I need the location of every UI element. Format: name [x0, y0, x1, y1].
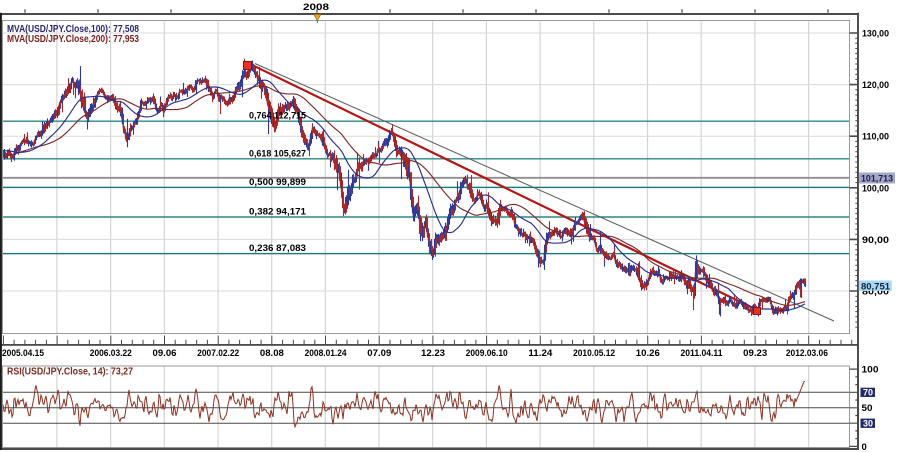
svg-text:09.23: 09.23: [743, 348, 767, 359]
svg-text:100,00: 100,00: [862, 183, 889, 194]
svg-text:70: 70: [863, 388, 873, 399]
svg-text:130,00: 130,00: [862, 29, 889, 40]
svg-text:2011.04.11: 2011.04.11: [681, 348, 724, 359]
svg-text:09.06: 09.06: [153, 348, 177, 359]
svg-text:0,382 94,171: 0,382 94,171: [249, 207, 307, 218]
svg-text:MVA(USD/JPY.Close,100): 77,508: MVA(USD/JPY.Close,100): 77,508: [7, 24, 139, 35]
svg-text:12.23: 12.23: [421, 348, 445, 359]
svg-text:11.24: 11.24: [528, 348, 553, 359]
svg-text:08.08: 08.08: [260, 348, 284, 359]
svg-text:100: 100: [862, 365, 879, 376]
svg-text:120,00: 120,00: [862, 80, 889, 91]
svg-text:2008.01.24: 2008.01.24: [305, 348, 348, 359]
svg-text:0,236 87,083: 0,236 87,083: [249, 243, 306, 254]
svg-text:30: 30: [863, 418, 873, 429]
svg-text:2010.05.12: 2010.05.12: [573, 348, 615, 359]
svg-text:0: 0: [862, 442, 867, 452]
svg-text:10.26: 10.26: [636, 348, 660, 359]
svg-text:2009.06.10: 2009.06.10: [466, 348, 508, 359]
svg-text:RSI(USD/JPY.Close, 14): 73,27: RSI(USD/JPY.Close, 14): 73,27: [7, 367, 133, 378]
svg-text:2007.02.22: 2007.02.22: [197, 348, 239, 359]
svg-text:MVA(USD/JPY.Close,200): 77,953: MVA(USD/JPY.Close,200): 77,953: [7, 34, 139, 45]
svg-text:07.09: 07.09: [367, 348, 391, 359]
svg-text:101,713: 101,713: [861, 174, 893, 185]
svg-text:50: 50: [862, 403, 873, 414]
svg-text:90,00: 90,00: [862, 235, 889, 246]
svg-text:110,00: 110,00: [862, 132, 889, 143]
svg-text:2005.04.15: 2005.04.15: [2, 348, 45, 359]
svg-text:2006.03.22: 2006.03.22: [90, 348, 132, 359]
svg-text:0,764 112,715: 0,764 112,715: [249, 111, 307, 122]
svg-text:0,500 99,899: 0,500 99,899: [249, 177, 306, 188]
svg-text:0,618 105,627: 0,618 105,627: [249, 148, 306, 159]
svg-text:80,751: 80,751: [861, 281, 891, 292]
svg-text:2012.03.06: 2012.03.06: [786, 348, 828, 359]
svg-text:2008: 2008: [303, 2, 329, 13]
svg-text:80,00: 80,00: [862, 287, 889, 298]
